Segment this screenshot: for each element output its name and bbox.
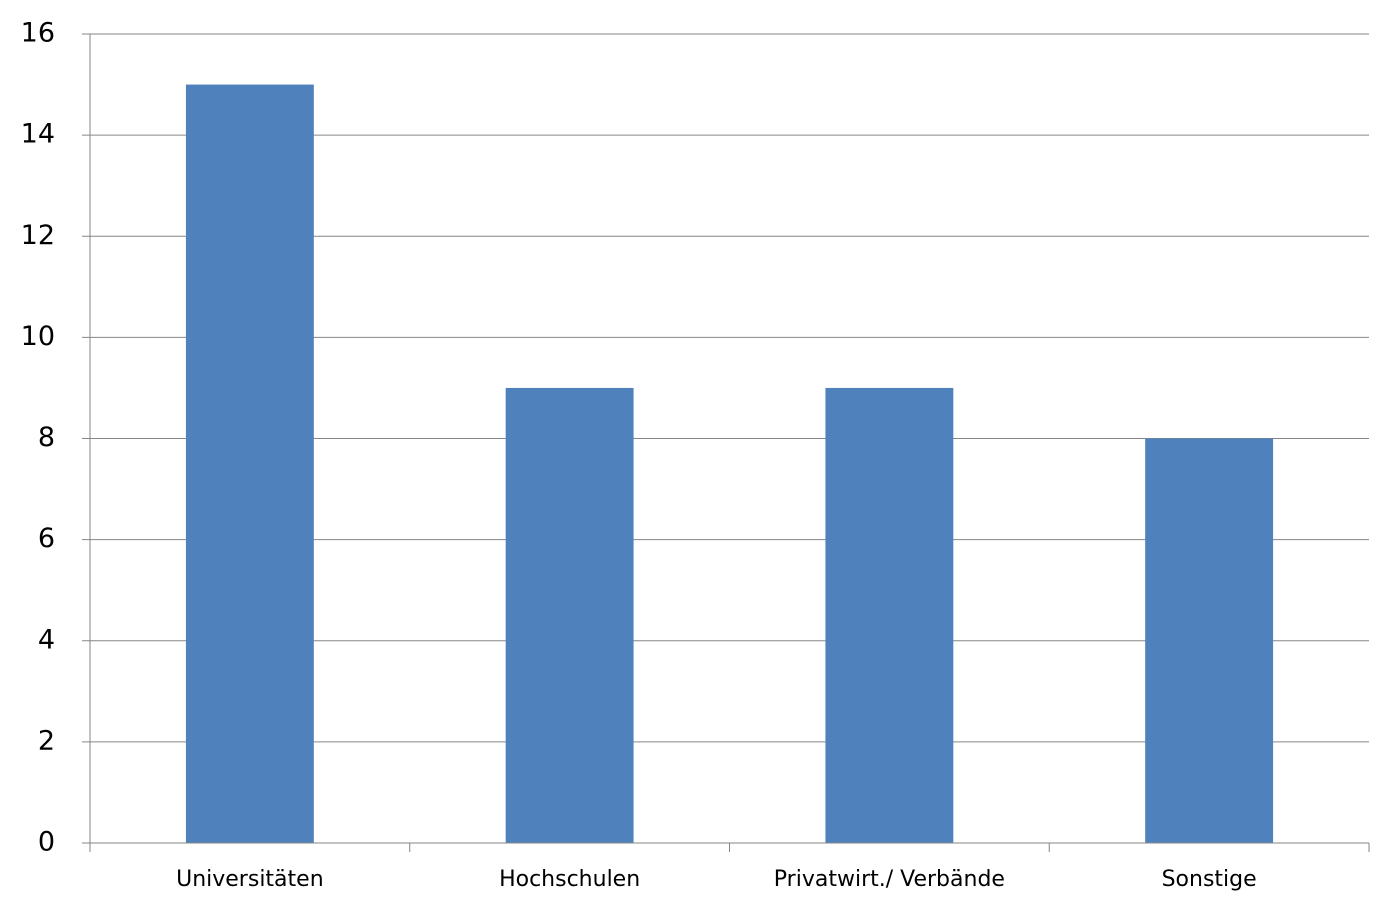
x-tick-label: Hochschulen	[499, 867, 640, 892]
x-tick-label: Universitäten	[176, 867, 324, 892]
y-tick-label: 12	[21, 220, 55, 251]
bar	[1145, 438, 1274, 843]
bar	[825, 387, 954, 843]
x-tick-label: Sonstige	[1162, 867, 1257, 892]
y-tick-label: 10	[21, 321, 55, 352]
y-tick-label: 14	[21, 119, 55, 150]
y-tick-label: 2	[38, 725, 55, 756]
y-tick-label: 4	[38, 624, 55, 655]
y-tick-label: 0	[38, 827, 55, 858]
y-tick-label: 6	[38, 523, 55, 554]
bar	[505, 387, 634, 843]
y-tick-label: 16	[21, 18, 55, 49]
y-tick-label: 8	[38, 422, 55, 453]
x-tick-label: Privatwirt./ Verbände	[774, 867, 1005, 892]
bar	[185, 84, 314, 843]
